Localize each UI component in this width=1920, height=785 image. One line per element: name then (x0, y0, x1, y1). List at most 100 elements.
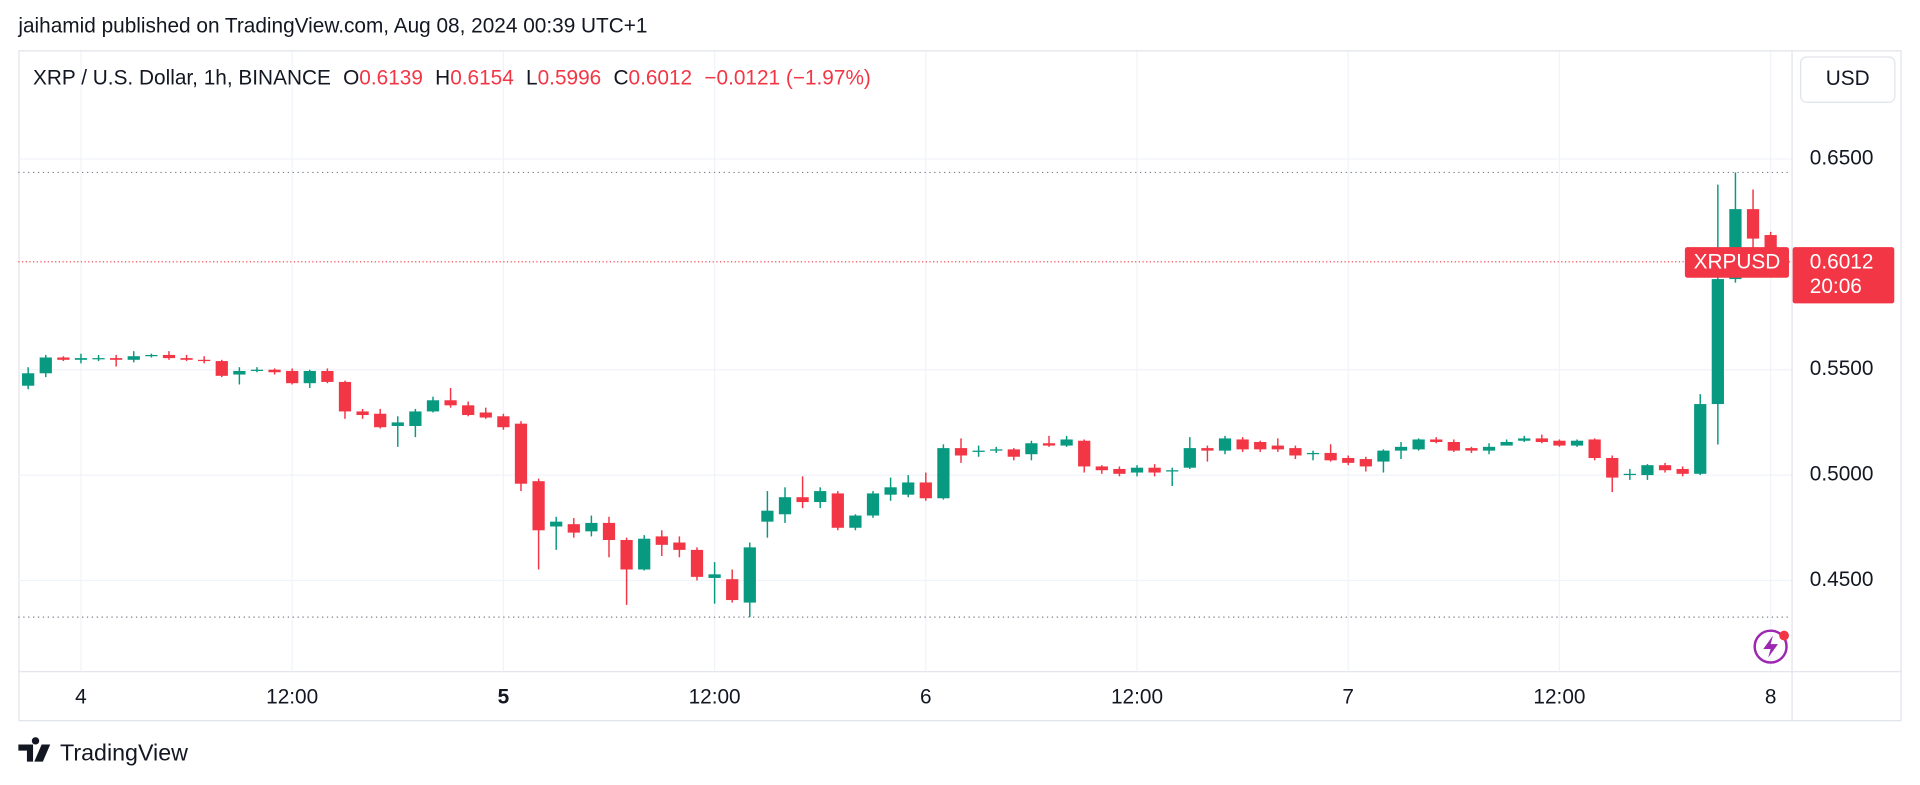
candle (778, 487, 792, 523)
candle-body (1007, 449, 1020, 457)
candle (972, 445, 985, 457)
candle (937, 444, 950, 500)
candle (814, 487, 827, 509)
candle (1236, 437, 1249, 452)
brand-logo (18, 737, 51, 762)
candle-body (1570, 440, 1584, 446)
candle (1359, 456, 1372, 472)
candle (74, 353, 88, 364)
candle (39, 354, 52, 378)
y-tick-label: 0.5500 (1810, 357, 1874, 380)
candle-body (532, 481, 545, 531)
candle-body (198, 359, 211, 362)
candle (1482, 443, 1496, 455)
candle (831, 491, 844, 531)
candle-body (1324, 452, 1337, 461)
candle (567, 518, 580, 538)
candle (1430, 437, 1443, 444)
candle (638, 535, 651, 571)
candle (919, 472, 932, 501)
candle-body (1377, 450, 1390, 462)
candle-body (1289, 448, 1302, 456)
candle-body (620, 539, 633, 570)
candle-body (1113, 468, 1126, 474)
candle-body (1623, 473, 1636, 476)
candle-body (814, 491, 827, 503)
plot (22, 172, 1777, 618)
candle (462, 401, 475, 417)
brand-name: TradingView (60, 739, 188, 765)
candle (866, 491, 880, 518)
candle (162, 351, 176, 360)
candle (1007, 448, 1020, 461)
candle-body (1658, 465, 1672, 471)
candle (673, 536, 686, 558)
candle-body (550, 521, 563, 527)
candle-body (1254, 441, 1267, 450)
candle (1465, 446, 1478, 453)
candle-body (1711, 279, 1724, 405)
chart-frame (18, 50, 1902, 722)
candle-body (1641, 465, 1654, 476)
candle-body (1166, 470, 1179, 472)
candle-body (1535, 438, 1548, 442)
candle-body (708, 574, 721, 578)
candle-body (74, 358, 88, 360)
candle (1201, 445, 1214, 462)
candle-body (57, 357, 70, 360)
candle-body (497, 416, 510, 428)
candle-body (1201, 448, 1214, 451)
alert-icon[interactable] (1753, 629, 1789, 664)
currency: USD (1826, 67, 1870, 90)
candle-body (162, 354, 176, 359)
candle-body (778, 497, 792, 515)
candle-body (1447, 441, 1460, 451)
candle-body (919, 482, 932, 499)
candle (1588, 438, 1601, 461)
candle (1412, 438, 1425, 451)
candle-body (796, 497, 809, 503)
candle (479, 407, 492, 419)
candle-body (1218, 438, 1232, 451)
candle-body (831, 493, 844, 528)
candle-body (849, 515, 862, 528)
y-tick-label: 0.4500 (1810, 568, 1874, 591)
candle (1148, 464, 1161, 477)
x-tick-label: 12:00 (1533, 686, 1585, 709)
candle-body (1394, 446, 1408, 451)
candle (57, 356, 70, 362)
candle-body (409, 411, 422, 426)
candle-body (655, 536, 668, 545)
candle-body (233, 370, 246, 375)
candle (286, 368, 299, 385)
candle (1570, 439, 1584, 447)
candle (690, 547, 704, 581)
candle-body (39, 357, 52, 374)
candle (550, 516, 563, 550)
price-tag-value: 0.6012 (1810, 251, 1874, 274)
candle (374, 408, 387, 429)
candle-body (127, 356, 140, 360)
candle-body (462, 405, 475, 416)
symbol: XRP / U.S. Dollar, 1h, BINANCE (33, 66, 331, 89)
candle (954, 438, 968, 463)
candle (426, 396, 440, 413)
candle-body (1183, 448, 1196, 468)
candle-body (303, 370, 316, 384)
candle-body (1482, 446, 1496, 451)
candle-body (1271, 445, 1284, 450)
currency-button[interactable] (1800, 56, 1896, 103)
brand: TradingView (18, 737, 188, 765)
candle (321, 368, 334, 384)
candle-body (374, 413, 387, 428)
candle (990, 446, 1003, 453)
open-label: O (343, 66, 359, 89)
candle-body (321, 370, 334, 382)
candle (303, 369, 316, 389)
candle (1306, 450, 1320, 461)
candle-body (1588, 439, 1601, 459)
candle (1130, 465, 1144, 477)
candle (215, 359, 228, 378)
candle (1553, 439, 1566, 447)
